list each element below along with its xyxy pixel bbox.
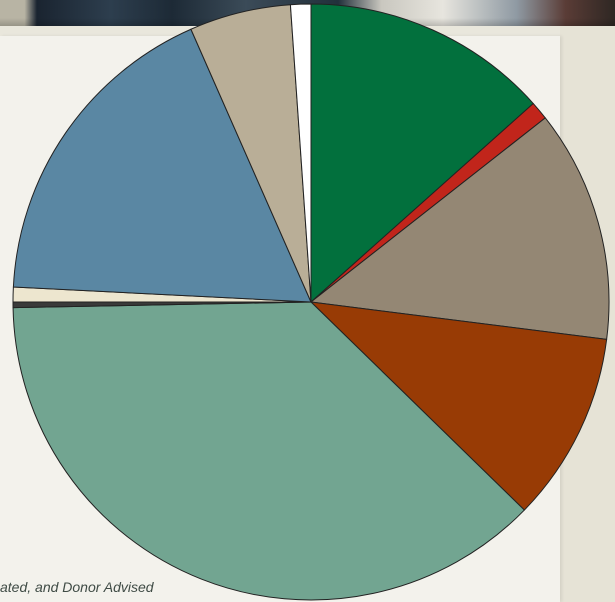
chart-caption: ated, and Donor Advised [0, 579, 154, 595]
pie-slice-5 [12, 301, 525, 601]
pie-slices [12, 3, 610, 601]
pie-slice-1 [310, 3, 534, 303]
pie-slice-10 [289, 3, 312, 303]
pie-slice-3 [310, 117, 610, 340]
pie-slice-4 [310, 301, 608, 511]
pie-slice-8 [12, 28, 312, 303]
